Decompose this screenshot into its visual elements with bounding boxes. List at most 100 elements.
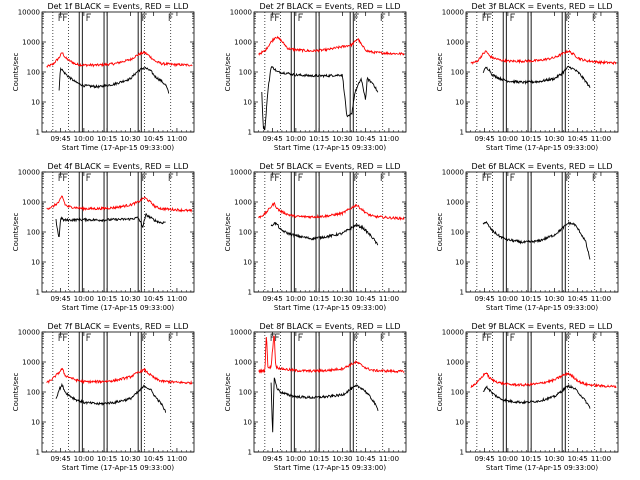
flag-mark — [63, 173, 68, 181]
plot-area — [46, 172, 193, 292]
y-tick-label: 10 — [31, 259, 40, 267]
y-tick-label: 10 — [243, 99, 252, 107]
x-tick-label: 10:15 — [521, 295, 541, 303]
flag-mark — [487, 333, 492, 341]
flag-mark — [354, 173, 359, 181]
flag-mark — [168, 173, 174, 181]
flag-mark — [380, 13, 386, 21]
events-series-line — [55, 212, 166, 238]
flag-mark — [58, 13, 64, 21]
y-tick-label: 100 — [451, 229, 464, 237]
x-tick-label: 10:00 — [74, 455, 94, 463]
x-tick-label: 10:30 — [120, 135, 140, 143]
x-tick-label: 10:45 — [568, 455, 588, 463]
x-tick-label: 11:00 — [379, 295, 399, 303]
y-tick-label: 10 — [31, 419, 40, 427]
x-tick-label: 10:15 — [521, 135, 541, 143]
y-tick-label: 10000 — [442, 329, 464, 337]
y-axis-label: Counts/sec — [224, 373, 232, 412]
y-tick-label: 1000 — [446, 39, 464, 47]
x-tick-label: 09:45 — [51, 135, 71, 143]
plot-area — [470, 332, 617, 452]
x-tick-label: 11:00 — [167, 455, 187, 463]
x-tick-label: 10:15 — [309, 295, 329, 303]
panel-title: Det 6f BLACK = Events, RED = LLD — [471, 162, 612, 171]
y-tick-label: 1000 — [234, 39, 252, 47]
y-tick-label: 10000 — [442, 169, 464, 177]
x-tick-label: 10:45 — [568, 295, 588, 303]
x-tick-label: 11:00 — [167, 295, 187, 303]
x-axis-label: Start Time (17-Apr-15 09:33:00) — [486, 464, 598, 472]
y-tick-label: 10000 — [230, 169, 252, 177]
panel-title: Det 9f BLACK = Events, RED = LLD — [471, 322, 612, 331]
x-tick-label: 10:45 — [356, 135, 376, 143]
y-axis-label: Counts/sec — [436, 373, 444, 412]
x-axis-label: Start Time (17-Apr-15 09:33:00) — [274, 464, 386, 472]
plot-area — [470, 12, 617, 132]
plot-area — [258, 12, 405, 132]
x-tick-label: 10:30 — [332, 295, 352, 303]
x-tick-label: 10:45 — [356, 455, 376, 463]
x-tick-label: 10:00 — [286, 135, 306, 143]
flag-mark — [380, 173, 386, 181]
panel-title: Det 3f BLACK = Events, RED = LLD — [471, 2, 612, 11]
x-tick-label: 11:00 — [167, 135, 187, 143]
y-tick-label: 1000 — [234, 359, 252, 367]
x-tick-label: 11:00 — [591, 295, 611, 303]
x-tick-label: 09:45 — [51, 455, 71, 463]
flag-mark — [270, 13, 276, 21]
flag-mark — [63, 333, 68, 341]
y-tick-label: 100 — [239, 69, 252, 77]
flag-mark — [275, 173, 280, 181]
events-series-line — [55, 382, 167, 413]
panel-title: Det 5f BLACK = Events, RED = LLD — [259, 162, 400, 171]
x-tick-label: 10:15 — [97, 295, 117, 303]
events-series-line — [58, 66, 170, 94]
flag-mark — [566, 13, 571, 21]
x-tick-label: 10:15 — [521, 455, 541, 463]
x-tick-label: 09:45 — [475, 135, 495, 143]
flag-mark — [566, 173, 571, 181]
events-series-line — [482, 383, 591, 409]
x-tick-label: 10:30 — [544, 295, 564, 303]
y-axis-label: Counts/sec — [12, 213, 20, 252]
y-tick-label: 100 — [27, 229, 40, 237]
x-tick-label: 10:00 — [74, 295, 94, 303]
y-tick-label: 10 — [455, 259, 464, 267]
y-tick-label: 10 — [243, 259, 252, 267]
x-tick-label: 09:45 — [475, 295, 495, 303]
y-tick-label: 100 — [451, 69, 464, 77]
lld-series-line — [46, 50, 193, 68]
x-tick-label: 10:00 — [286, 295, 306, 303]
y-tick-label: 1 — [460, 289, 464, 297]
y-tick-label: 100 — [239, 389, 252, 397]
x-tick-label: 10:15 — [309, 135, 329, 143]
flag-mark — [298, 333, 303, 341]
x-tick-label: 09:45 — [51, 295, 71, 303]
x-tick-label: 10:00 — [498, 135, 518, 143]
flag-mark — [58, 333, 64, 341]
plot-frame — [253, 171, 407, 293]
x-tick-label: 10:45 — [568, 135, 588, 143]
events-series-line — [482, 65, 591, 89]
flag-mark — [482, 333, 488, 341]
flag-mark — [482, 13, 488, 21]
y-tick-label: 10000 — [18, 329, 40, 337]
y-axis-label: Counts/sec — [12, 373, 20, 412]
flag-mark — [142, 333, 147, 341]
y-tick-label: 1 — [36, 129, 40, 137]
y-axis-label: Counts/sec — [224, 53, 232, 92]
y-tick-label: 1000 — [446, 359, 464, 367]
y-tick-label: 10000 — [230, 9, 252, 17]
plot-area — [46, 12, 193, 132]
lld-series-line — [46, 195, 193, 213]
flag-mark — [380, 333, 386, 341]
x-axis-label: Start Time (17-Apr-15 09:33:00) — [62, 464, 174, 472]
x-tick-label: 10:15 — [97, 455, 117, 463]
flag-mark — [510, 333, 515, 341]
x-tick-label: 10:45 — [144, 455, 164, 463]
y-tick-label: 10000 — [442, 9, 464, 17]
y-tick-label: 100 — [27, 69, 40, 77]
x-tick-label: 10:45 — [144, 295, 164, 303]
